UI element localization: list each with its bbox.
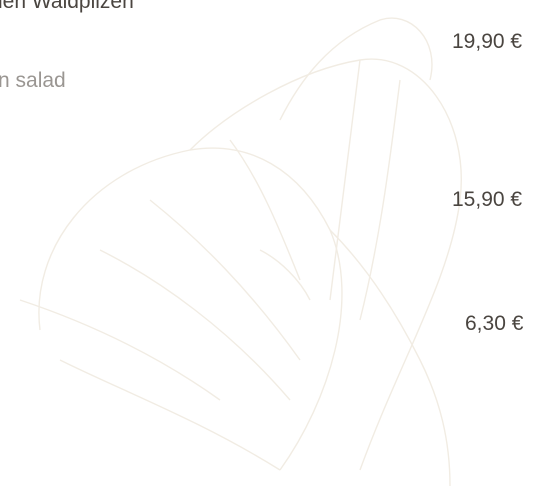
item-description: n salad: [0, 69, 66, 93]
item-price: 6,30 €: [465, 312, 523, 336]
item-price: 19,90 €: [452, 30, 522, 54]
item-name: len Waldpilzen: [0, 0, 134, 14]
background-illustration: [0, 0, 537, 486]
menu-page: len Waldpilzen n salad 19,90 € 15,90 € 6…: [0, 0, 537, 486]
item-price: 15,90 €: [452, 188, 522, 212]
